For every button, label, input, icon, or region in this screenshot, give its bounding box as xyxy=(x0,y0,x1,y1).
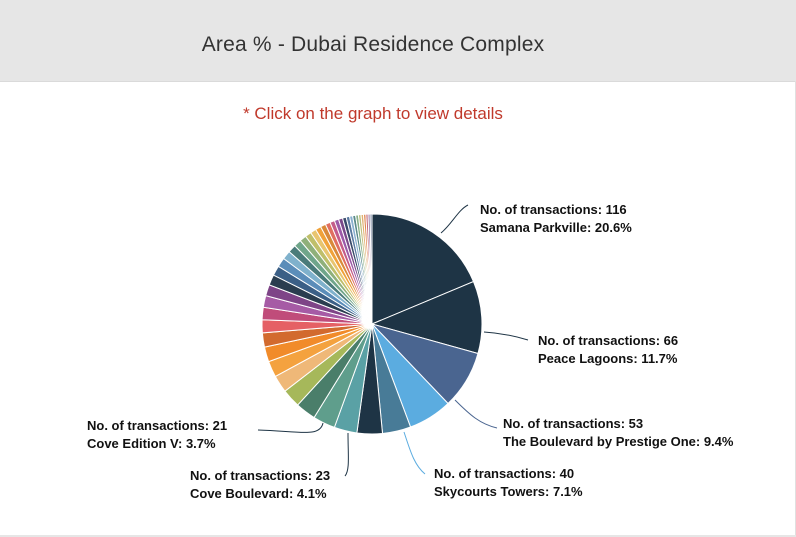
label-skycourts-count: No. of transactions: 40 xyxy=(434,466,574,481)
label-skycourts-percent: Skycourts Towers: 7.1% xyxy=(434,484,583,499)
label-cove-boulevard-count: No. of transactions: 23 xyxy=(190,468,330,483)
label-cove-edition-count: No. of transactions: 21 xyxy=(87,418,227,433)
label-peace-lagoons-count: No. of transactions: 66 xyxy=(538,333,678,348)
leader-line-cove-boulevard xyxy=(344,432,349,477)
label-cove-edition-percent: Cove Edition V: 3.7% xyxy=(87,436,216,451)
label-boulevard-prestige-percent: The Boulevard by Prestige One: 9.4% xyxy=(503,434,734,449)
pie-slice-samana-parkville[interactable] xyxy=(371,213,475,325)
pie-slice-small-slice-37[interactable] xyxy=(369,213,373,325)
pie-slices[interactable] xyxy=(261,213,483,435)
label-peace-lagoons-percent: Peace Lagoons: 11.7% xyxy=(538,351,678,366)
data-labels: No. of transactions: 116 Samana Parkvill… xyxy=(87,202,734,501)
leader-line-cove-edition-v xyxy=(257,422,324,433)
leader-line-skycourts-towers xyxy=(403,431,426,475)
leader-line-samana-parkville xyxy=(440,204,469,234)
frame-border-bottom xyxy=(0,535,796,537)
click-hint: * Click on the graph to view details xyxy=(243,104,503,123)
pie-slice-peace-lagoons[interactable] xyxy=(370,280,483,355)
leader-line-the-boulevard-by-prestige-one xyxy=(454,399,498,429)
label-boulevard-prestige-count: No. of transactions: 53 xyxy=(503,416,643,431)
leader-lines xyxy=(257,204,529,477)
leader-line-peace-lagoons xyxy=(483,331,529,341)
chart-title: Area % - Dubai Residence Complex xyxy=(201,33,545,56)
label-cove-boulevard-percent: Cove Boulevard: 4.1% xyxy=(190,486,327,501)
label-samana-parkville-count: No. of transactions: 116 xyxy=(480,202,627,217)
chart-header: Area % - Dubai Residence Complex xyxy=(0,0,796,82)
label-samana-parkville-percent: Samana Parkville: 20.6% xyxy=(480,220,632,235)
